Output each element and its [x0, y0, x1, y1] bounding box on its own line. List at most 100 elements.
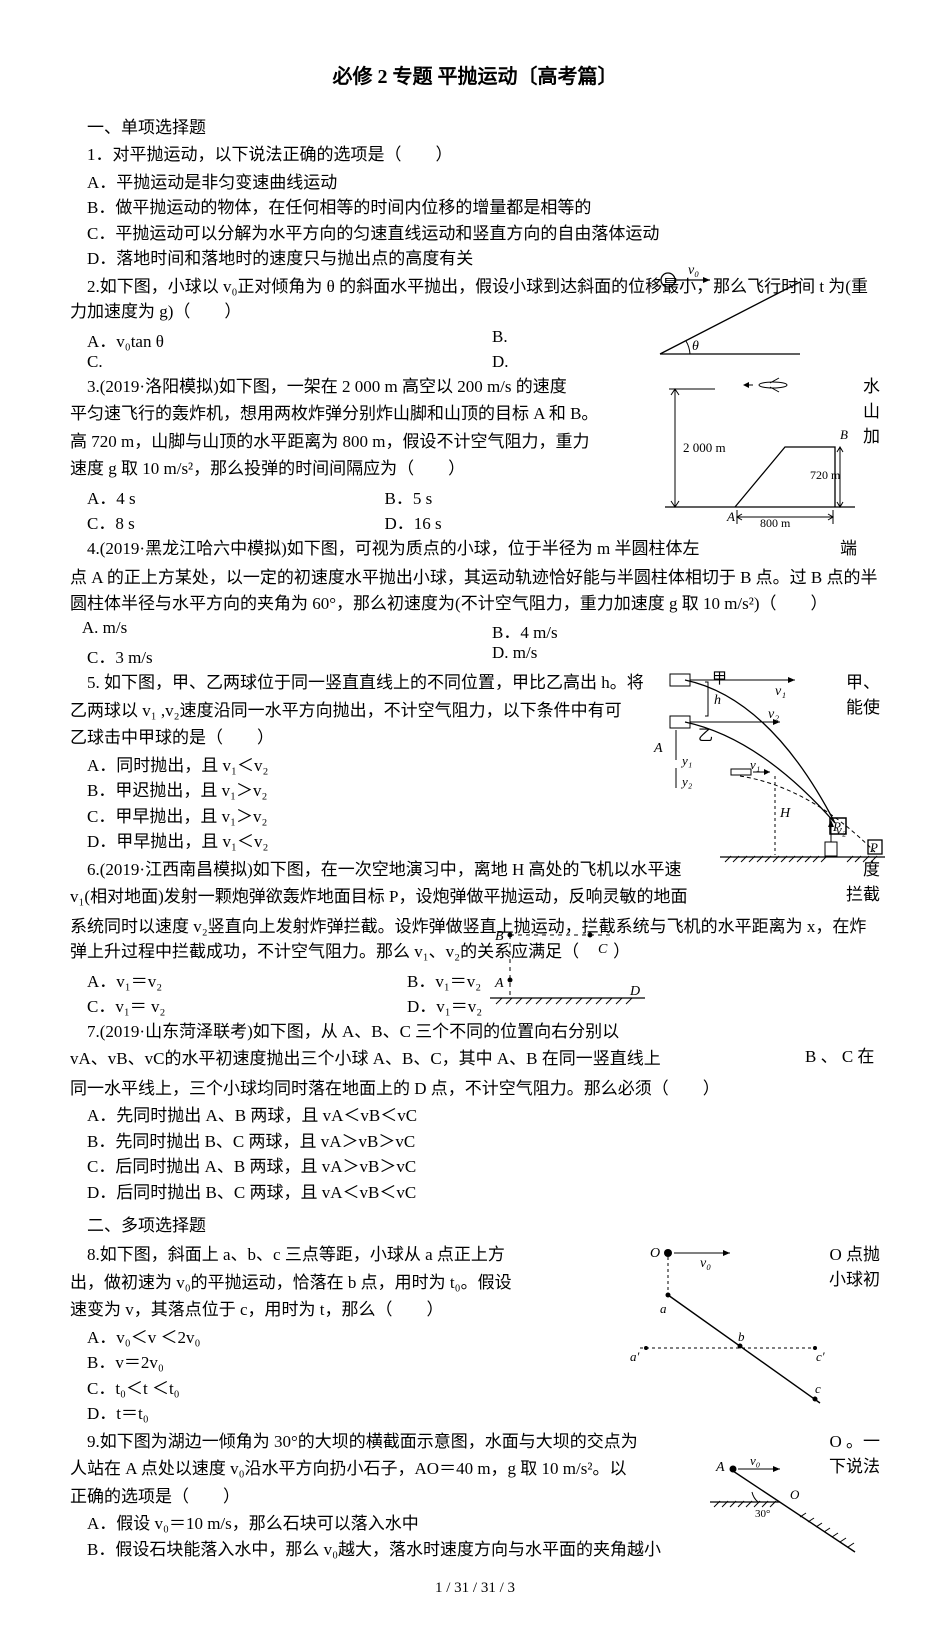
q8-stem-2: 出，做初速为 v₀的平抛运动，恰落在 b 点，用时为 t₀。假设	[70, 1270, 620, 1296]
svg-text:c: c	[815, 1381, 821, 1396]
svg-text:D: D	[629, 984, 640, 999]
q7-opt-d: D．后同时抛出 B、C 两球，且 vA＜vB＜vC	[70, 1180, 880, 1206]
q8-right-2: 小球初	[829, 1265, 880, 1290]
svg-text:C: C	[598, 942, 608, 957]
q9-opt-b: B．假设石块能落入水中，那么 v₀越大，落水时速度方向与水平面的夹角越小	[70, 1537, 710, 1563]
q5-stem-1: 5. 如下图，甲、乙两球位于同一竖直直线上的不同位置，甲比乙高出 h。将	[70, 670, 650, 696]
section-heading-2: 二、多项选择题	[70, 1211, 880, 1236]
svg-text:c′: c′	[816, 1349, 825, 1364]
q8-opt-d: D．t＝t₀	[70, 1401, 620, 1427]
q8-stem-1: 8.如下图，斜面上 a、b、c 三点等距，小球从 a 点正上方	[70, 1242, 620, 1268]
svg-text:800 m: 800 m	[760, 516, 791, 527]
q3-stem-1: 3.(2019·洛阳模拟)如下图，一架在 2 000 m 高空以 200 m/s…	[70, 374, 665, 400]
q2-figure: v₀ θ	[650, 264, 810, 364]
q8-opt-c: C．t₀＜t ＜t₀	[70, 1376, 620, 1402]
q5-stem-2: 乙两球以 v₁ ,v₂速度沿同一水平方向抛出，不计空气阻力，以下条件中有可	[70, 698, 650, 724]
q7-stem-1: 7.(2019·山东菏泽联考)如下图，从 A、B、C 三个不同的位置向右分别以	[70, 1019, 805, 1045]
svg-text:2 000 m: 2 000 m	[683, 440, 726, 455]
q1-opt-a: A．平抛运动是非匀变速曲线运动	[70, 170, 880, 196]
svg-text:H: H	[779, 806, 791, 821]
svg-text:A: A	[494, 976, 504, 991]
q3-right-3: 加	[863, 422, 880, 447]
q3-stem-3: 高 720 m，山脚与山顶的水平距离为 800 m，假设不计空气阻力，重力	[70, 429, 665, 455]
svg-text:v₀: v₀	[750, 1457, 760, 1468]
q4-opt-d: D. m/s	[475, 643, 880, 668]
svg-text:a′: a′	[630, 1349, 640, 1364]
svg-text:y₂: y₂	[680, 774, 693, 789]
q6-stem-3: 系统同时以速度 v₂竖直向上发射炸弹拦截。设炸弹做竖直上抛运动，拦截系统与飞机的…	[70, 914, 880, 965]
q5-stem-3: 乙球击中甲球的是（ ）	[70, 725, 650, 751]
svg-text:P: P	[869, 840, 878, 855]
q8-opt-b: B．v＝2v₀	[70, 1350, 620, 1376]
svg-text:v₀: v₀	[688, 264, 699, 278]
q9-stem-3: 正确的选项是（ ）	[70, 1484, 710, 1510]
q6-opt-a: A．v₁＝v₂	[70, 967, 390, 992]
svg-text:O: O	[650, 1246, 660, 1261]
svg-text:A: A	[726, 509, 735, 524]
q3-stem-2: 平匀速飞行的轰炸机，想用两枚炸弹分别炸山脚和山顶的目标 A 和 B。	[70, 401, 665, 427]
q4-right-1: 端	[840, 534, 880, 564]
q4-opt-b: B．4 m/s	[475, 618, 880, 643]
q5-opt-c: C．甲早抛出，且 v₁＞v₂	[70, 804, 650, 830]
q3-stem-4: 速度 g 取 10 m/s²，那么投弹的时间间隔应为（ ）	[70, 456, 665, 482]
section-heading-1: 一、单项选择题	[70, 113, 880, 138]
svg-text:B: B	[495, 929, 504, 944]
q3-opt-b: B．5 s	[368, 484, 666, 509]
q3-opt-a: A．4 s	[70, 484, 368, 509]
svg-text:v₂: v₂	[836, 822, 847, 837]
q9-right-1: O 。一	[829, 1427, 880, 1452]
svg-text:b: b	[738, 1329, 745, 1344]
q7-opt-a: A．先同时抛出 A、B 两球，且 vA＜vB＜vC	[70, 1103, 880, 1129]
q6-opt-c: C．v₁＝ v₂	[70, 992, 390, 1017]
svg-text:v₁: v₁	[750, 762, 760, 772]
q6-right-2: 拦截	[830, 880, 880, 905]
q6-stem-2: v₁(相对地面)发射一颗炮弹欲轰炸地面目标 P，设炮弹做平抛运动，反响灵敏的地面	[70, 884, 830, 910]
svg-text:B: B	[840, 427, 848, 442]
page-title: 必修 2 专题 平抛运动〔高考篇〕	[70, 60, 880, 89]
q3-figure: 2 000 m B A 720 m 800 m	[665, 377, 860, 527]
q5-right-2: 能使	[846, 693, 880, 718]
q4-opt-c: C．3 m/s	[70, 643, 475, 668]
q9-stem-1: 9.如下图为湖边一倾角为 30°的大坝的横截面示意图，水面与大坝的交点为	[70, 1429, 710, 1455]
q4-stem-2: 点 A 的正上方某处，以一定的初速度水平抛出小球，其运动轨迹恰好能与半圆柱体相切…	[70, 565, 880, 616]
svg-text:θ: θ	[692, 339, 699, 354]
q4-stem-1: 4.(2019·黑龙江哈六中模拟)如下图，可视为质点的小球，位于半径为 m 半圆…	[70, 536, 840, 562]
svg-text:a: a	[660, 1301, 667, 1316]
svg-text:O: O	[790, 1487, 800, 1502]
q4-opt-a: A. m/s	[70, 618, 475, 643]
q3-right-2: 山	[863, 397, 880, 422]
q9-opt-a: A．假设 v₀＝10 m/s，那么石块可以落入水中	[70, 1511, 710, 1537]
q7-stem-2: vA、vB、vC的水平初速度抛出三个小球 A、B、C，其中 A、B 在同一竖直线…	[70, 1046, 805, 1072]
page: 必修 2 专题 平抛运动〔高考篇〕 一、单项选择题 1．对平抛运动，以下说法正确…	[0, 0, 950, 1627]
q9-figure: A v₀ O 30°	[710, 1457, 860, 1567]
q8-opt-a: A．v₀＜v ＜2v₀	[70, 1325, 620, 1351]
svg-text:v₂: v₂	[768, 707, 779, 722]
q7-opt-c: C．后同时抛出 A、B 两球，且 vA＞vB＞vC	[70, 1154, 880, 1180]
q8-right-1: O 点抛	[829, 1240, 880, 1265]
q6-stem-1: 6.(2019·江西南昌模拟)如下图，在一次空地演习中，离地 H 高处的飞机以水…	[70, 857, 830, 883]
svg-text:A: A	[653, 741, 663, 756]
q3-opt-d: D．16 s	[368, 509, 666, 534]
svg-text:h: h	[714, 693, 721, 708]
svg-text:v₁: v₁	[775, 684, 786, 699]
svg-text:30°: 30°	[755, 1508, 770, 1520]
page-footer: 1 / 31 / 31 / 3	[70, 1580, 880, 1597]
q2-opt-a: A．v₀tan θ	[70, 327, 475, 352]
q9-stem-2: 人站在 A 点处以速度 v₀沿水平方向扔小石子，AO＝40 m，g 取 10 m…	[70, 1456, 710, 1482]
svg-text:甲: 甲	[712, 671, 727, 687]
svg-text:A: A	[715, 1460, 725, 1475]
q1-stem: 1．对平抛运动，以下说法正确的选项是（ ）	[70, 142, 880, 168]
q2-opt-c: C.	[70, 352, 475, 372]
q1-opt-b: B．做平抛运动的物体，在任何相等的时间内位移的增量都是相等的	[70, 195, 880, 221]
q5-opt-b: B．甲迟抛出，且 v₁＞v₂	[70, 778, 650, 804]
q5-opt-d: D．甲早抛出，且 v₁＜v₂	[70, 829, 650, 855]
q5-opt-a: A．同时抛出，且 v₁＜v₂	[70, 753, 650, 779]
q3-right-1: 水	[863, 372, 880, 397]
q7-figure: B C A D	[490, 920, 650, 1005]
q7-right-2: B 、 C 在	[805, 1042, 880, 1067]
svg-text:y₁: y₁	[680, 753, 692, 768]
svg-text:720 m: 720 m	[810, 468, 841, 482]
q8-figure: O v₀ a b c a′ c′	[620, 1243, 830, 1413]
q5-right-1: 甲、	[846, 668, 880, 693]
q7-stem-3: 同一水平线上，三个小球均同时落在地面上的 D 点，不计空气阻力。那么必须（ ）	[70, 1076, 880, 1102]
